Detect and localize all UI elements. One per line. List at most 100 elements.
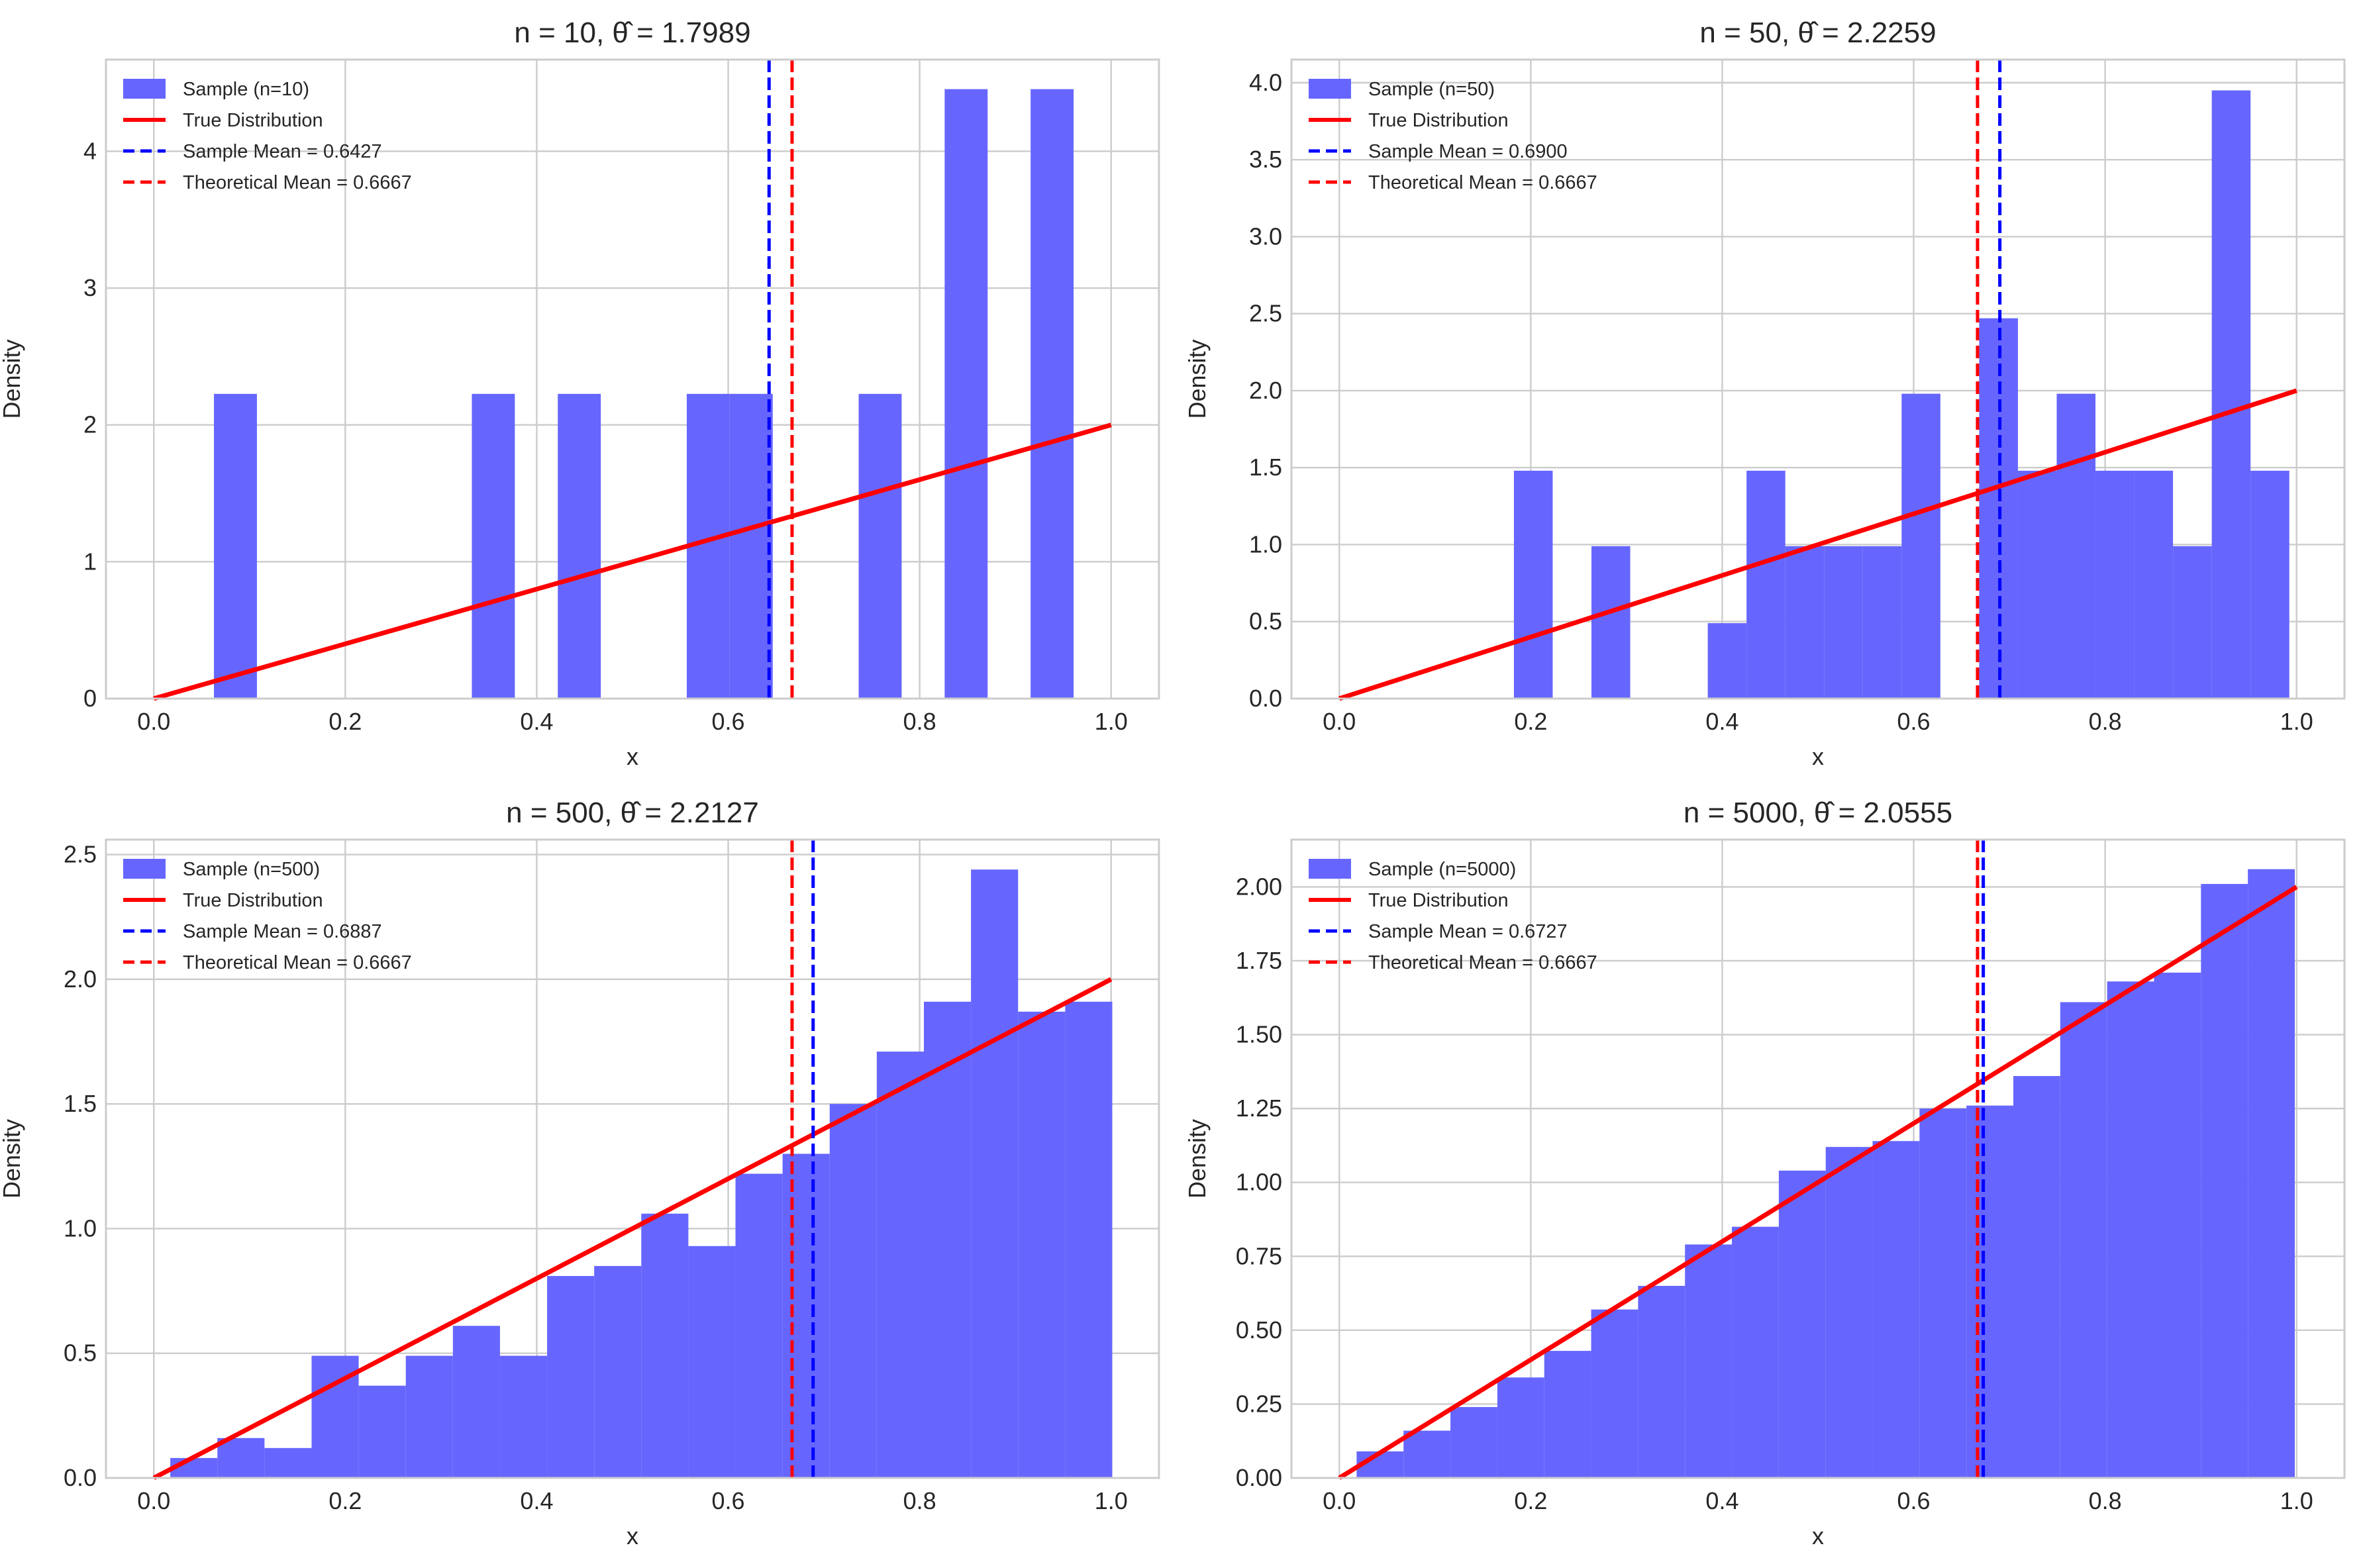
histogram-bar — [1403, 1430, 1451, 1478]
histogram-bar — [2173, 546, 2212, 699]
plot-frame — [1290, 58, 2346, 700]
histogram-bar — [1513, 470, 1553, 699]
plot-frame — [105, 58, 1160, 700]
x-tick-label: 0.2 — [1514, 708, 1547, 735]
histogram-bar — [1544, 1351, 1591, 1478]
histogram-bar — [2107, 981, 2154, 1478]
histogram-bar — [217, 1438, 265, 1478]
histogram-bar — [876, 1052, 924, 1478]
histogram-bar — [1746, 470, 1785, 699]
x-tick-label: 0.6 — [712, 1487, 745, 1514]
legend-label-theoretical-mean: Theoretical Mean = 0.6667 — [1368, 172, 1597, 193]
y-tick-label: 1.25 — [1236, 1095, 1282, 1122]
histogram-bar — [1591, 546, 1631, 699]
histogram-bar — [2013, 1076, 2060, 1478]
histogram-bar — [214, 393, 257, 699]
y-tick-label: 3.5 — [1249, 146, 1282, 173]
legend: Sample (n=500) True Distribution Sample Me… — [123, 859, 412, 973]
histogram-bar — [923, 1001, 972, 1478]
chart-panel-3: 0.0 0.2 0.4 0.6 0.8 1.0 0.0 0.5 1.0 1.5 2.0 2.5 n = … — [0, 797, 1160, 1549]
y-tick-label: 1.5 — [1249, 454, 1282, 481]
chart-panel-4: 0.0 0.2 0.4 0.6 0.8 1.0 0.00 0.25 0.50 0.75 1.00 1.… — [1183, 797, 2346, 1549]
y-tick-label: 2.5 — [64, 841, 97, 868]
histogram-bar — [452, 1326, 500, 1478]
histogram-bar — [358, 1385, 406, 1478]
histogram-bar — [1825, 1147, 1873, 1478]
histogram-bar — [1872, 1141, 1920, 1478]
chart-title: n = 10, θ̂ = 1.7989 — [514, 17, 750, 49]
y-tick-label: 1.0 — [64, 1214, 97, 1242]
x-tick-label: 0.8 — [2089, 708, 2122, 735]
plot-frame — [105, 838, 1160, 1479]
legend-label-sample: Sample (n=50) — [1368, 79, 1495, 100]
x-tick-label: 0.4 — [1705, 708, 1738, 735]
y-tick-label: 3.0 — [1249, 222, 1282, 250]
histogram-bar — [971, 869, 1019, 1478]
chart-title: n = 5000, θ̂ = 2.0555 — [1684, 797, 1952, 829]
y-tick-label: 0.25 — [1236, 1390, 1282, 1417]
histogram-bar — [2211, 90, 2251, 699]
y-tick-label: 0.75 — [1236, 1242, 1282, 1269]
histogram-bar — [1065, 1001, 1113, 1478]
y-tick-label: 2.0 — [1249, 377, 1282, 404]
x-tick-label: 0.0 — [137, 1487, 170, 1514]
histogram-bar — [2056, 393, 2096, 699]
legend: Sample (n=10) True Distribution Sample Mea… — [123, 79, 412, 193]
y-tick-label: 1.50 — [1236, 1021, 1282, 1048]
histogram-bar — [1824, 546, 1863, 699]
x-tick-label: 0.8 — [903, 708, 936, 735]
histogram-bar — [2250, 470, 2289, 699]
y-tick-label: 1.0 — [1249, 530, 1282, 558]
histogram-bar — [1778, 1170, 1826, 1478]
histogram-bar — [1031, 89, 1074, 699]
histogram-bar — [688, 1246, 736, 1478]
x-tick-label: 0.4 — [520, 1487, 553, 1514]
histogram-bar — [641, 1213, 689, 1478]
histogram-bar — [944, 89, 988, 699]
histogram-bar — [1685, 1244, 1733, 1478]
histogram-bar — [2248, 869, 2295, 1478]
legend: Sample (n=50) True Distribution Sample Mea… — [1309, 79, 1597, 193]
chart-title: n = 500, θ̂ = 2.2127 — [506, 797, 759, 829]
legend-swatch-sample — [123, 79, 166, 99]
y-tick-label: 3 — [83, 274, 97, 301]
x-axis-label: x — [627, 1522, 638, 1549]
x-tick-label: 0.6 — [712, 708, 745, 735]
true-distribution-line — [152, 977, 1113, 1481]
y-axis-label: Density — [1183, 339, 1211, 418]
x-tick-label: 0.8 — [2089, 1487, 2122, 1514]
x-tick-label: 1.0 — [2280, 1487, 2313, 1514]
x-tick-label: 0.2 — [328, 708, 362, 735]
histogram-bar — [558, 393, 601, 699]
histogram-bar — [472, 393, 515, 699]
histogram-bar — [1018, 1011, 1066, 1478]
y-tick-label: 1.5 — [64, 1090, 97, 1117]
histogram-bar — [2095, 470, 2135, 699]
histogram-bar — [735, 1173, 783, 1478]
x-tick-label: 0.6 — [1897, 708, 1931, 735]
true-distribution-line — [1338, 388, 2297, 701]
y-tick-label: 2.0 — [64, 965, 97, 993]
histogram-bar — [405, 1355, 453, 1478]
legend-label-theoretical-mean: Theoretical Mean = 0.6667 — [183, 952, 412, 973]
y-axis-label: Density — [0, 1119, 25, 1199]
legend-label-theoretical-mean: Theoretical Mean = 0.6667 — [1368, 952, 1597, 973]
chart-title: n = 50, θ̂ = 2.2259 — [1699, 17, 1936, 49]
legend-label-true: True Distribution — [183, 890, 323, 911]
histogram-bar — [729, 393, 773, 699]
histogram-bar — [1591, 1309, 1638, 1478]
legend-label-theoretical-mean: Theoretical Mean = 0.6667 — [183, 172, 412, 193]
x-tick-label: 0.0 — [137, 708, 170, 735]
x-tick-label: 0.0 — [1323, 708, 1356, 735]
histogram-bar — [547, 1275, 595, 1478]
histogram-bar — [2134, 470, 2174, 699]
true-distribution-line — [1338, 885, 2298, 1480]
legend-label-true: True Distribution — [183, 110, 323, 131]
y-tick-label: 0 — [83, 685, 97, 712]
histogram-bar — [594, 1265, 642, 1478]
y-tick-label: 2.5 — [1249, 300, 1282, 327]
histogram-bar — [1497, 1377, 1544, 1478]
y-tick-label: 1.75 — [1236, 947, 1282, 974]
y-tick-label: 4.0 — [1249, 69, 1282, 96]
